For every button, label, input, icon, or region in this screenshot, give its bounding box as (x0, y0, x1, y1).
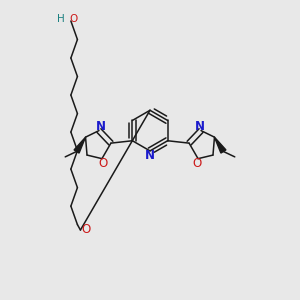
Text: N: N (95, 120, 106, 133)
Text: N: N (194, 120, 205, 133)
Text: O: O (69, 14, 78, 24)
Text: O: O (98, 157, 107, 169)
Text: N: N (145, 149, 155, 162)
Text: O: O (81, 223, 90, 236)
Polygon shape (214, 137, 226, 153)
Polygon shape (74, 137, 85, 153)
Text: O: O (193, 157, 202, 169)
Text: H: H (56, 14, 64, 24)
